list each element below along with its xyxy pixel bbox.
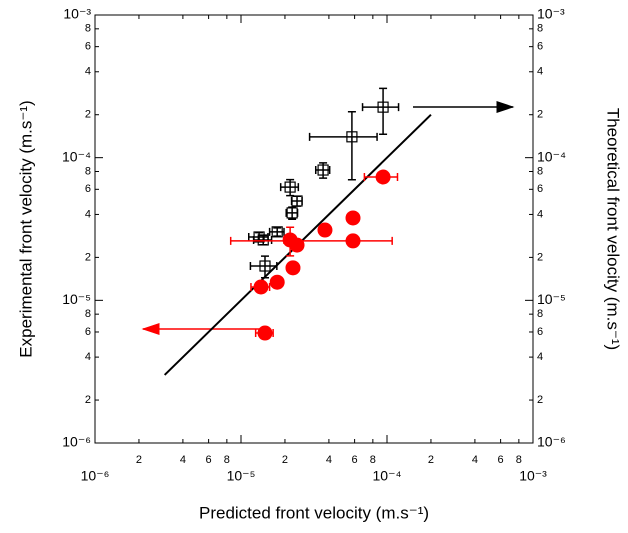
point [345,233,361,249]
point [345,210,361,226]
y-tick-label: 10⁻⁶ [62,434,91,450]
point [291,195,303,207]
x-axis-title: Predicted front velocity (m.s⁻¹) [199,503,429,522]
x-tick-label: 10⁻⁴ [373,468,402,484]
y2-tick-label: 10⁻⁵ [537,291,566,307]
y-tick-label: 8 [85,308,91,320]
y-tick-label: 10⁻³ [63,6,91,22]
plot-frame [94,14,534,444]
y-tick-label: 2 [85,109,91,121]
x-tick-label: 6 [206,454,212,466]
y-tick-label: 4 [85,66,91,78]
y-error-bar [260,255,269,279]
x-tick-label: 4 [326,454,332,466]
x-error-bar [308,132,378,141]
y2-tick-label: 4 [537,66,543,78]
y2-tick-label: 4 [537,208,543,220]
point [253,279,269,295]
x-tick-label: 8 [516,454,522,466]
y2-tick-label: 6 [537,183,543,195]
point [377,101,389,113]
point [282,232,298,248]
y2-tick-label: 8 [537,23,543,35]
y2-tick-label: 8 [537,308,543,320]
y2-tick-label: 2 [537,251,543,263]
point [346,131,358,143]
point [285,260,301,276]
y-tick-label: 8 [85,23,91,35]
y-tick-label: 4 [85,208,91,220]
x-tick-label: 6 [498,454,504,466]
y2-tick-label: 10⁻⁶ [537,434,566,450]
x-tick-label: 4 [472,454,478,466]
x-tick-label: 4 [180,454,186,466]
point [271,226,283,238]
point [286,207,298,219]
x-tick-label: 10⁻³ [519,468,547,484]
x-tick-label: 2 [428,454,434,466]
y2-tick-label: 4 [537,351,543,363]
y-tick-label: 8 [85,165,91,177]
y-tick-label: 6 [85,326,91,338]
y-tick-label: 10⁻⁵ [62,291,91,307]
y-tick-label: 10⁻⁴ [62,148,91,164]
point [257,325,273,341]
y2-tick-label: 6 [537,326,543,338]
y2-tick-label: 8 [537,165,543,177]
x-error-bar [229,236,393,245]
point [317,164,329,176]
point [284,181,296,193]
y-error-bar [379,87,388,135]
y-tick-label: 4 [85,351,91,363]
x-error-bar [249,262,278,271]
y-error-bar [288,206,297,221]
x-tick-label: 2 [282,454,288,466]
y2-tick-label: 2 [537,109,543,121]
y2-tick-label: 10⁻⁴ [537,148,566,164]
point [257,234,269,246]
y-error-bar [273,227,282,237]
x-tick-label: 8 [224,454,230,466]
y-axis-title: Experimental front velocity (m.s⁻¹) [16,100,35,357]
y2-tick-label: 6 [537,41,543,53]
x-error-bar [361,103,400,112]
y-tick-label: 6 [85,183,91,195]
y-error-bar [347,110,356,181]
point [317,222,333,238]
y-tick-label: 2 [85,394,91,406]
point [269,274,285,290]
x-tick-label: 10⁻⁶ [81,468,110,484]
x-tick-label: 8 [370,454,376,466]
y2-tick-label: 10⁻³ [537,6,565,22]
x-tick-label: 6 [352,454,358,466]
x-tick-label: 10⁻⁵ [227,468,256,484]
y-tick-label: 2 [85,251,91,263]
point [259,260,271,272]
point [375,169,391,185]
x-tick-label: 2 [136,454,142,466]
y2-axis-title: Theoretical front velocity (m.s⁻¹) [604,108,623,350]
y-tick-label: 6 [85,41,91,53]
y2-tick-label: 2 [537,394,543,406]
